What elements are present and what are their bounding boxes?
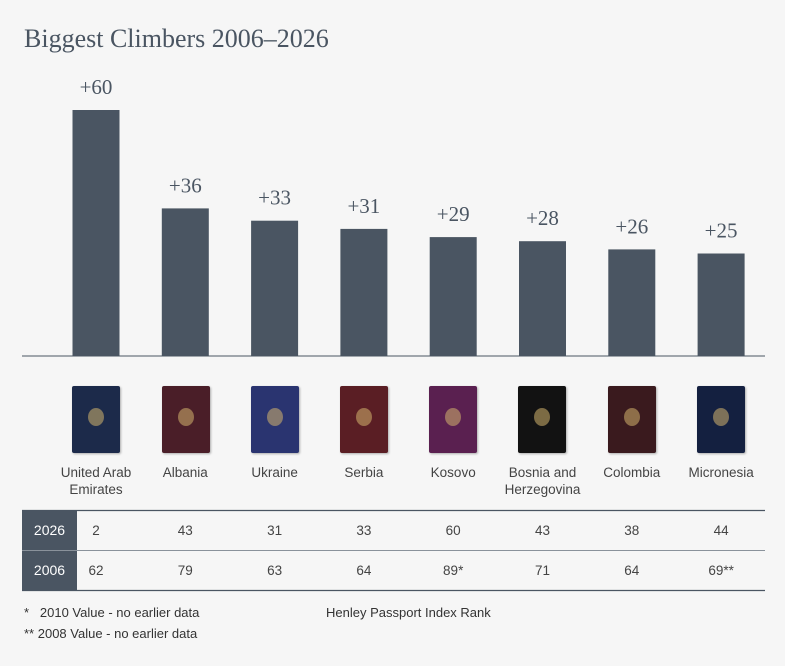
bar (251, 220, 299, 356)
passport-image (251, 386, 299, 453)
table-cell: 33 (356, 523, 372, 538)
table-cell: 38 (624, 523, 640, 538)
table-cell: 60 (445, 523, 461, 538)
footnote: ** 2008 Value - no earlier data (24, 626, 198, 641)
table-cell: 44 (713, 523, 729, 538)
category-label: Serbia (344, 465, 384, 480)
footnote: * 2010 Value - no earlier data (24, 605, 200, 620)
category-label: Micronesia (688, 465, 754, 480)
table-cell: 89* (443, 563, 464, 578)
table-cell: 79 (177, 563, 193, 578)
value-label: +28 (526, 206, 559, 230)
table-cell: 2 (92, 523, 100, 538)
passport-image (162, 386, 210, 453)
passport-image (429, 386, 477, 453)
bar (161, 208, 209, 356)
category-label: Albania (162, 465, 208, 480)
category-label: Kosovo (430, 465, 476, 480)
bar (72, 110, 120, 356)
chart-title: Biggest Climbers 2006–2026 (24, 24, 329, 53)
value-label: +60 (80, 75, 113, 99)
row-label: 2026 (22, 511, 77, 550)
table-cell: 71 (534, 563, 551, 578)
caption: Henley Passport Index Rank (326, 605, 491, 620)
passport-image (608, 386, 656, 453)
value-label: +29 (437, 202, 470, 226)
category-label: United Arab Emirates (60, 465, 132, 497)
category-label: Bosnia and Herzegovina (504, 465, 581, 497)
value-label: +36 (169, 173, 202, 197)
passport-image (72, 386, 120, 453)
table-cell: 43 (177, 523, 193, 538)
bar (340, 228, 388, 356)
table-cell: 64 (356, 563, 372, 578)
value-label: +25 (705, 219, 738, 243)
table-cell: 64 (624, 563, 640, 578)
bar (429, 237, 477, 356)
bar (519, 241, 566, 356)
row-label: 2006 (22, 551, 77, 590)
value-label: +26 (615, 214, 648, 238)
table-cell: 63 (267, 563, 283, 578)
value-label: +31 (347, 194, 380, 218)
table-cell: 69** (708, 563, 734, 578)
passport-image (697, 386, 745, 453)
table-cell: 31 (267, 523, 283, 538)
table-cell: 62 (88, 563, 104, 578)
bar (608, 249, 656, 356)
value-label: +33 (258, 186, 291, 210)
category-label: Colombia (603, 465, 661, 480)
bar (697, 253, 745, 356)
table-cell: 43 (534, 523, 551, 538)
passport-image (518, 386, 566, 453)
passport-image (340, 386, 388, 453)
category-label: Ukraine (251, 465, 298, 480)
